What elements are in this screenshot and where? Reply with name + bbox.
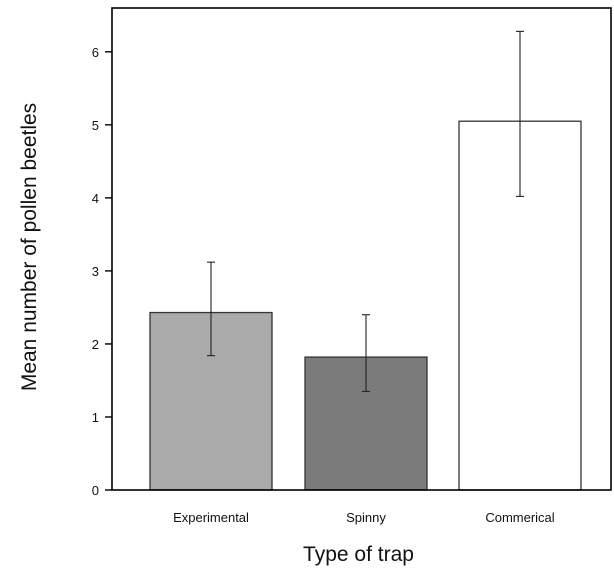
y-tick-label: 1 <box>92 410 99 425</box>
x-tick-label: Commerical <box>485 510 554 525</box>
x-tick-label: Experimental <box>173 510 249 525</box>
chart-marks <box>149 30 582 491</box>
y-tick-label: 0 <box>92 483 99 498</box>
y-axis-title: Mean number of pollen beetles <box>18 103 41 391</box>
y-axis: 0 1 2 3 4 5 6 <box>92 45 112 498</box>
y-tick-label: 4 <box>92 191 99 206</box>
x-axis-title: Type of trap <box>303 543 414 566</box>
y-tick-label: 5 <box>92 118 99 133</box>
y-tick-label: 6 <box>92 45 99 60</box>
x-tick-label: Spinny <box>346 510 386 525</box>
plot-frame <box>111 7 612 491</box>
y-tick-label: 2 <box>92 337 99 352</box>
y-tick-label: 3 <box>92 264 99 279</box>
x-axis: Experimental Spinny Commerical <box>173 510 555 525</box>
